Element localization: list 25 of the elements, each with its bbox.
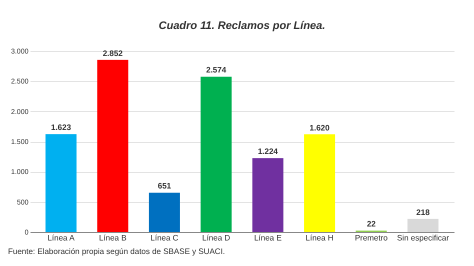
bar <box>252 158 284 232</box>
data-label: 1.620 <box>310 123 330 132</box>
data-label: 1.224 <box>258 147 278 156</box>
data-label: 218 <box>416 208 430 217</box>
data-label: 22 <box>366 220 376 229</box>
bar <box>148 192 180 232</box>
x-tick-label: Sin especificar <box>396 234 450 242</box>
x-tick-label: Línea B <box>98 234 127 242</box>
data-label: 651 <box>158 182 172 191</box>
bar <box>97 60 128 232</box>
bar <box>46 134 77 232</box>
bar <box>304 134 336 232</box>
data-label: 2.574 <box>206 66 227 75</box>
data-label: 2.852 <box>102 48 124 58</box>
x-tick-label: Línea D <box>202 234 230 242</box>
x-tick-label: Línea C <box>150 234 179 242</box>
x-tick-label: Línea A <box>47 234 76 242</box>
bar <box>407 218 438 232</box>
x-tick-label: Línea E <box>254 234 282 242</box>
x-tick-label: Línea H <box>306 234 334 242</box>
bar <box>200 76 232 232</box>
x-tick-label: Premetro <box>354 234 388 242</box>
data-label: 1.623 <box>51 123 72 132</box>
chart-title: Cuadro 11. Reclamos por Línea. <box>158 20 326 32</box>
source-note: Fuente: Elaboración propia según datos de SBASE y SUACI. <box>8 247 226 256</box>
